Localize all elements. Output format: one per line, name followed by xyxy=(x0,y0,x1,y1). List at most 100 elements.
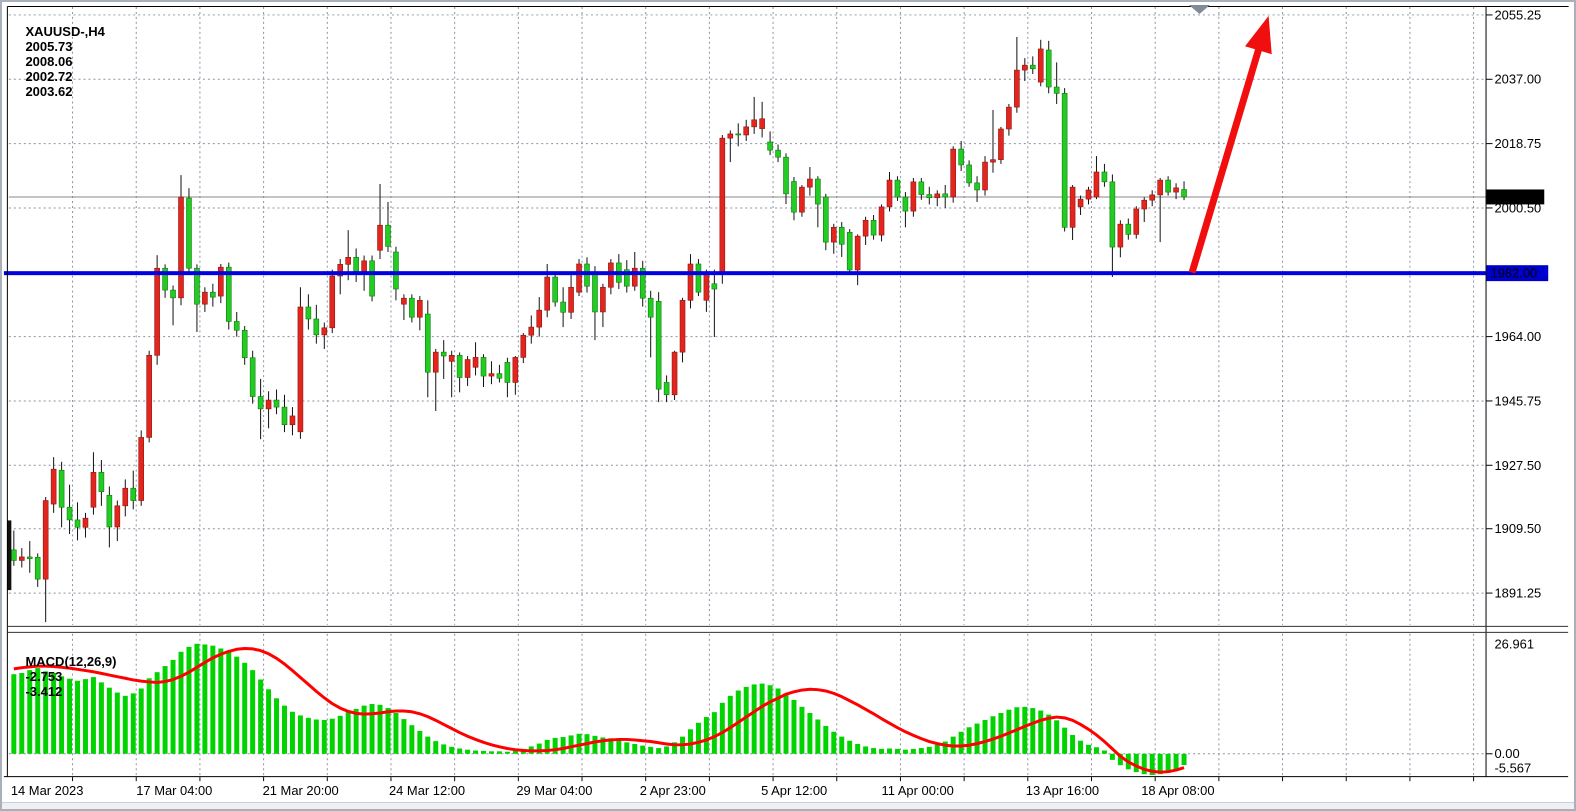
candle xyxy=(918,177,925,200)
candle xyxy=(122,479,129,517)
candle xyxy=(249,350,256,404)
candle xyxy=(233,311,240,337)
candle xyxy=(321,322,328,349)
candle xyxy=(241,326,248,365)
clipped-edge-candle xyxy=(7,520,12,591)
candle xyxy=(424,300,431,398)
candle xyxy=(695,259,702,297)
candle xyxy=(26,541,33,573)
time-axis[interactable]: 14 Mar 2023 17 Mar 04:00 21 Mar 20:00 24 Ma… xyxy=(11,777,1475,798)
chart-legend: XAUUSD-,H4 2005.73 2008.06 2002.72 2003.… xyxy=(11,9,111,114)
candle xyxy=(58,461,65,528)
candle xyxy=(528,315,535,344)
candle xyxy=(273,389,280,415)
time-axis-label: 29 Mar 04:00 xyxy=(516,783,592,798)
candle xyxy=(218,263,224,304)
candle xyxy=(655,292,662,403)
price-axis-label: 1891.25 xyxy=(1494,586,1541,601)
candle xyxy=(369,255,375,302)
candle xyxy=(178,175,184,306)
candle xyxy=(910,177,917,217)
candle xyxy=(576,259,582,297)
candle xyxy=(1109,174,1116,278)
macd-name-label: MACD(12,26,9) xyxy=(25,654,117,669)
support-price-badge: 1982.00 xyxy=(1486,265,1549,282)
candle xyxy=(289,407,296,436)
candle xyxy=(926,186,933,205)
triangle-marker[interactable] xyxy=(1189,4,1210,14)
candle xyxy=(934,190,941,207)
candle xyxy=(870,214,877,240)
candle xyxy=(950,146,956,203)
candle xyxy=(11,530,17,566)
candle xyxy=(1077,195,1084,215)
candle xyxy=(775,144,781,163)
candle xyxy=(1053,62,1060,104)
candle xyxy=(687,254,694,309)
support-line[interactable] xyxy=(3,271,1486,276)
candle xyxy=(98,459,105,506)
candle xyxy=(42,497,49,623)
ohlc-open: 2005.73 xyxy=(25,39,73,54)
svg-text:1982.00: 1982.00 xyxy=(1491,266,1538,281)
candle xyxy=(114,500,121,542)
candle xyxy=(982,156,988,196)
macd-axis[interactable]: 26.961 0.00-5.567 xyxy=(1486,636,1534,776)
candle xyxy=(719,134,726,284)
candle xyxy=(106,486,113,548)
ohlc-high: 2008.06 xyxy=(25,54,73,69)
candle xyxy=(783,153,789,205)
price-axis[interactable]: 2055.252037.002018.752000.501964.001945.… xyxy=(1486,7,1542,601)
candle xyxy=(592,266,598,341)
candle xyxy=(966,160,972,187)
candle xyxy=(815,176,821,228)
candle xyxy=(552,271,558,307)
candle xyxy=(34,553,41,587)
candle xyxy=(1101,163,1108,187)
time-axis-label: 14 Mar 2023 xyxy=(11,783,84,798)
price-axis-label: 2018.75 xyxy=(1494,136,1541,151)
panel-splitter[interactable] xyxy=(6,625,1569,633)
candle xyxy=(942,185,949,208)
candle xyxy=(854,234,861,286)
candle xyxy=(480,354,487,388)
candle xyxy=(337,259,344,295)
candle xyxy=(878,204,885,242)
time-axis-label: 2 Apr 23:00 xyxy=(640,783,706,798)
candles-layer xyxy=(11,36,1187,623)
time-axis-label: 17 Mar 04:00 xyxy=(136,783,212,798)
time-axis-label: 5 Apr 12:00 xyxy=(761,783,827,798)
candle xyxy=(353,248,359,282)
candle xyxy=(823,193,829,251)
candle xyxy=(440,340,447,379)
candle xyxy=(66,484,73,535)
candle xyxy=(297,287,304,439)
candle xyxy=(170,285,176,326)
price-axis-label: 1945.75 xyxy=(1494,393,1541,408)
candle xyxy=(608,259,614,295)
candle xyxy=(488,361,495,385)
candle xyxy=(727,130,734,163)
trend-arrow[interactable] xyxy=(1188,15,1272,274)
candle xyxy=(894,176,901,201)
candle xyxy=(1037,39,1044,87)
candle xyxy=(90,452,97,515)
candle xyxy=(409,294,415,323)
candle xyxy=(19,548,25,568)
candle xyxy=(472,342,479,376)
candle xyxy=(1022,58,1028,82)
macd-legend: MACD(12,26,9) -2.753 -3.412 xyxy=(11,639,122,714)
candle xyxy=(1085,186,1092,205)
candle xyxy=(138,430,144,506)
candle xyxy=(639,260,646,307)
candle xyxy=(1133,206,1140,239)
candle xyxy=(496,364,503,383)
candle xyxy=(1030,56,1036,74)
candle xyxy=(1157,177,1163,243)
ohlc-close: 2003.62 xyxy=(25,84,73,99)
candle xyxy=(50,457,57,513)
candle xyxy=(886,171,893,212)
candle xyxy=(512,356,519,395)
